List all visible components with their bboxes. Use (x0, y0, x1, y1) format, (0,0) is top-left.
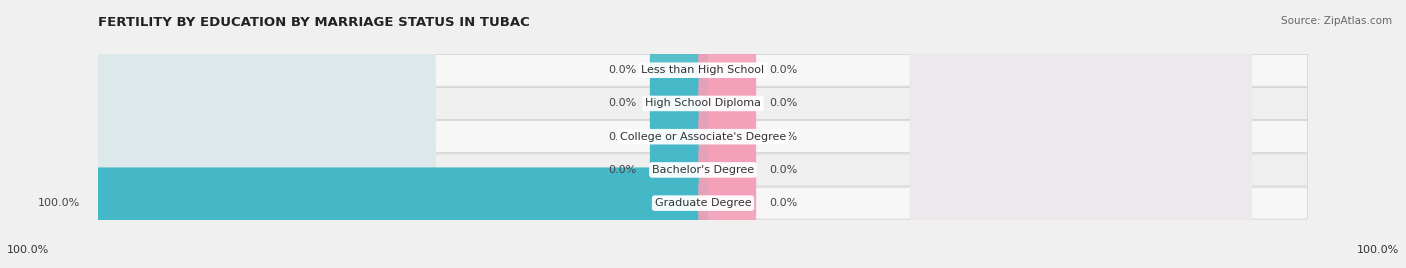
FancyBboxPatch shape (699, 134, 756, 206)
Text: 0.0%: 0.0% (609, 165, 637, 175)
FancyBboxPatch shape (910, 35, 1251, 106)
FancyBboxPatch shape (98, 54, 1308, 86)
FancyBboxPatch shape (699, 35, 756, 106)
FancyBboxPatch shape (650, 101, 707, 172)
Text: 0.0%: 0.0% (769, 65, 797, 75)
FancyBboxPatch shape (98, 187, 1308, 219)
FancyBboxPatch shape (910, 101, 1251, 172)
FancyBboxPatch shape (94, 101, 436, 172)
FancyBboxPatch shape (650, 134, 707, 206)
Text: Bachelor's Degree: Bachelor's Degree (652, 165, 754, 175)
Text: FERTILITY BY EDUCATION BY MARRIAGE STATUS IN TUBAC: FERTILITY BY EDUCATION BY MARRIAGE STATU… (98, 16, 530, 29)
FancyBboxPatch shape (650, 68, 707, 139)
FancyBboxPatch shape (699, 68, 756, 139)
FancyBboxPatch shape (910, 134, 1251, 206)
Text: 0.0%: 0.0% (609, 132, 637, 142)
Text: 0.0%: 0.0% (769, 165, 797, 175)
FancyBboxPatch shape (98, 154, 1308, 186)
Text: 0.0%: 0.0% (769, 132, 797, 142)
FancyBboxPatch shape (910, 68, 1251, 139)
Text: Graduate Degree: Graduate Degree (655, 198, 751, 208)
FancyBboxPatch shape (94, 168, 436, 239)
FancyBboxPatch shape (98, 87, 1308, 120)
Text: High School Diploma: High School Diploma (645, 98, 761, 109)
Text: 0.0%: 0.0% (769, 98, 797, 109)
FancyBboxPatch shape (94, 68, 436, 139)
FancyBboxPatch shape (699, 168, 756, 239)
FancyBboxPatch shape (910, 168, 1251, 239)
FancyBboxPatch shape (650, 35, 707, 106)
Text: 0.0%: 0.0% (769, 198, 797, 208)
Text: 0.0%: 0.0% (609, 65, 637, 75)
Text: College or Associate's Degree: College or Associate's Degree (620, 132, 786, 142)
Text: Less than High School: Less than High School (641, 65, 765, 75)
FancyBboxPatch shape (94, 134, 436, 206)
Text: 100.0%: 100.0% (7, 245, 49, 255)
Text: 0.0%: 0.0% (609, 98, 637, 109)
Text: 100.0%: 100.0% (38, 198, 80, 208)
FancyBboxPatch shape (94, 35, 436, 106)
FancyBboxPatch shape (94, 168, 707, 239)
Text: Source: ZipAtlas.com: Source: ZipAtlas.com (1281, 16, 1392, 26)
FancyBboxPatch shape (98, 121, 1308, 153)
FancyBboxPatch shape (699, 101, 756, 172)
Text: 100.0%: 100.0% (1357, 245, 1399, 255)
